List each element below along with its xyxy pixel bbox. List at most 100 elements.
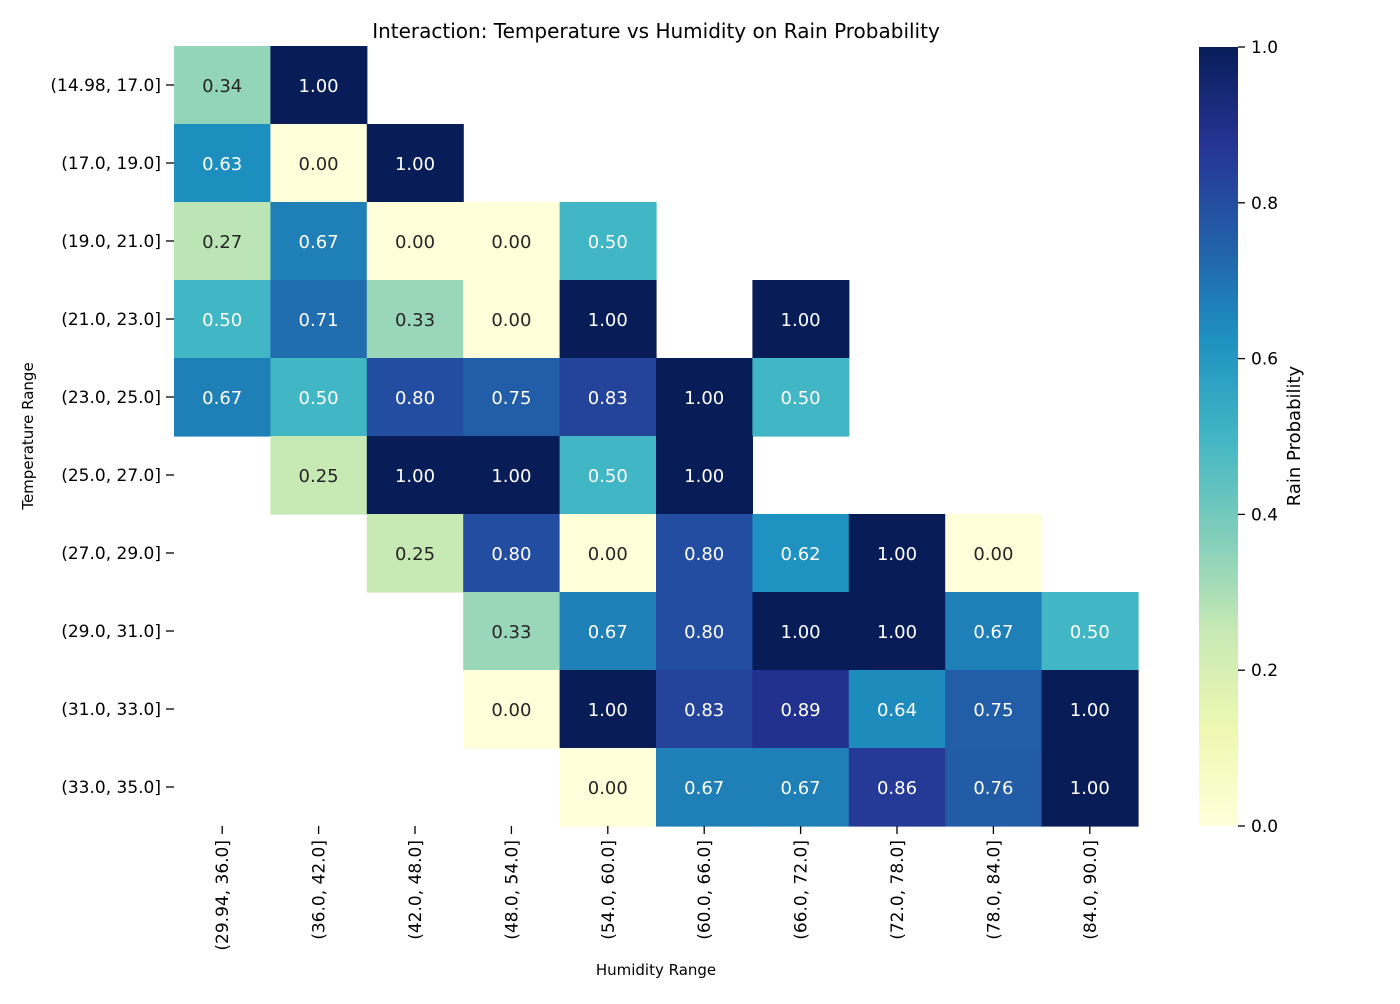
heatmap-cell xyxy=(656,436,753,515)
cell-value-label: 1.00 xyxy=(877,622,917,643)
cell-value-label: 0.00 xyxy=(588,544,628,565)
cell-value-label: 1.00 xyxy=(395,466,435,487)
cell-value-label: 0.25 xyxy=(299,466,339,487)
y-tick-label: (21.0, 23.0] xyxy=(61,310,161,330)
colorbar xyxy=(1199,47,1238,826)
heatmap-cell xyxy=(656,748,753,827)
y-tick-label: (23.0, 25.0] xyxy=(61,388,161,408)
x-tick-label: (66.0, 72.0] xyxy=(792,840,812,940)
x-tick-label: (78.0, 84.0] xyxy=(984,840,1004,940)
heatmap-cell xyxy=(270,202,368,281)
heatmap-cell xyxy=(463,202,561,281)
heatmap-cell xyxy=(945,670,1043,749)
colorbar-tick-label: 0.4 xyxy=(1251,505,1278,525)
heatmap-cell xyxy=(1041,670,1139,749)
cell-value-label: 1.00 xyxy=(395,154,435,175)
x-tick-label: (48.0, 54.0] xyxy=(502,840,522,940)
heatmap-cell xyxy=(1041,748,1139,827)
heatmap-cell xyxy=(366,436,464,515)
x-tick-label: (84.0, 90.0] xyxy=(1081,840,1101,940)
cell-value-label: 0.00 xyxy=(973,544,1013,565)
cell-value-label: 0.67 xyxy=(973,622,1013,643)
heatmap-cell xyxy=(656,358,753,437)
cell-value-label: 1.00 xyxy=(781,310,821,331)
y-tick-label: (17.0, 19.0] xyxy=(61,154,161,174)
heatmap-cell xyxy=(848,670,946,749)
heatmap-cell xyxy=(559,358,657,437)
colorbar-tick-label: 0.0 xyxy=(1251,817,1278,837)
heatmap-cell xyxy=(366,514,464,593)
cell-value-label: 0.50 xyxy=(1070,622,1110,643)
colorbar-tick-label: 1.0 xyxy=(1251,38,1278,58)
heatmap-cell xyxy=(945,514,1043,593)
cell-value-label: 0.33 xyxy=(395,310,435,331)
cell-value-label: 0.00 xyxy=(395,232,435,253)
heatmap-cell xyxy=(559,436,657,515)
heatmap-cell xyxy=(463,592,561,671)
cell-value-label: 0.00 xyxy=(491,310,531,331)
heatmap-cell xyxy=(174,46,271,125)
heatmap-cell xyxy=(270,46,368,125)
heatmap-cell xyxy=(559,592,657,671)
heatmap-cell xyxy=(559,748,657,827)
y-tick-label: (27.0, 29.0] xyxy=(61,544,161,564)
y-tick-label: (33.0, 35.0] xyxy=(61,778,161,798)
cell-value-label: 0.76 xyxy=(973,778,1013,799)
cell-value-label: 0.80 xyxy=(684,622,724,643)
cell-value-label: 1.00 xyxy=(781,622,821,643)
cell-value-label: 0.83 xyxy=(684,700,724,721)
heatmap-cell xyxy=(752,358,850,437)
cell-value-label: 1.00 xyxy=(491,466,531,487)
cell-value-label: 1.00 xyxy=(877,544,917,565)
heatmap-cell xyxy=(656,592,753,671)
cell-value-label: 0.63 xyxy=(202,154,242,175)
cell-value-label: 0.67 xyxy=(684,778,724,799)
heatmap-cell xyxy=(752,514,850,593)
heatmap-cell xyxy=(559,514,657,593)
heatmap-cell xyxy=(463,358,561,437)
cell-value-label: 0.67 xyxy=(299,232,339,253)
cell-value-label: 1.00 xyxy=(1070,700,1110,721)
y-tick-label: (25.0, 27.0] xyxy=(61,466,161,486)
cell-value-label: 1.00 xyxy=(588,310,628,331)
cell-value-label: 0.50 xyxy=(202,310,242,331)
cell-value-label: 0.00 xyxy=(588,778,628,799)
cell-value-label: 1.00 xyxy=(684,466,724,487)
cell-value-label: 1.00 xyxy=(684,388,724,409)
colorbar-tick-label: 0.6 xyxy=(1251,350,1278,370)
x-axis-label: Humidity Range xyxy=(596,961,716,979)
cell-value-label: 0.67 xyxy=(781,778,821,799)
cell-value-label: 0.80 xyxy=(491,544,531,565)
heatmap-cell xyxy=(270,280,368,359)
heatmap-cell xyxy=(752,670,850,749)
x-tick-label: (29.94, 36.0] xyxy=(213,840,233,951)
cell-value-label: 0.75 xyxy=(491,388,531,409)
heatmap-cell xyxy=(656,514,753,593)
cell-value-label: 1.00 xyxy=(1070,778,1110,799)
heatmap-cell xyxy=(945,592,1043,671)
heatmap-cell xyxy=(752,748,850,827)
heatmap-cell xyxy=(656,670,753,749)
cell-value-label: 0.83 xyxy=(588,388,628,409)
heatmap-cell xyxy=(463,280,561,359)
heatmap-cell xyxy=(366,358,464,437)
x-tick-label: (42.0, 48.0] xyxy=(406,840,426,940)
cell-value-label: 0.50 xyxy=(781,388,821,409)
cell-value-label: 0.25 xyxy=(395,544,435,565)
cell-value-label: 0.80 xyxy=(684,544,724,565)
chart-title: Interaction: Temperature vs Humidity on … xyxy=(372,19,940,43)
cell-value-label: 0.67 xyxy=(588,622,628,643)
cell-value-label: 0.00 xyxy=(491,700,531,721)
heatmap-cell xyxy=(366,124,464,203)
colorbar-ticks: 0.0 0.2 0.4 0.6 0.8 1.0 xyxy=(1238,38,1278,837)
cell-value-label: 0.62 xyxy=(781,544,821,565)
y-tick-label: (31.0, 33.0] xyxy=(61,700,161,720)
cell-value-label: 0.50 xyxy=(588,232,628,253)
heatmap-cell xyxy=(463,670,561,749)
cell-value-label: 0.27 xyxy=(202,232,242,253)
y-tick-label: (29.0, 31.0] xyxy=(61,622,161,642)
heatmap-cell xyxy=(270,436,368,515)
cell-value-label: 0.50 xyxy=(299,388,339,409)
heatmap-cell xyxy=(752,280,850,359)
heatmap-cell xyxy=(945,748,1043,827)
